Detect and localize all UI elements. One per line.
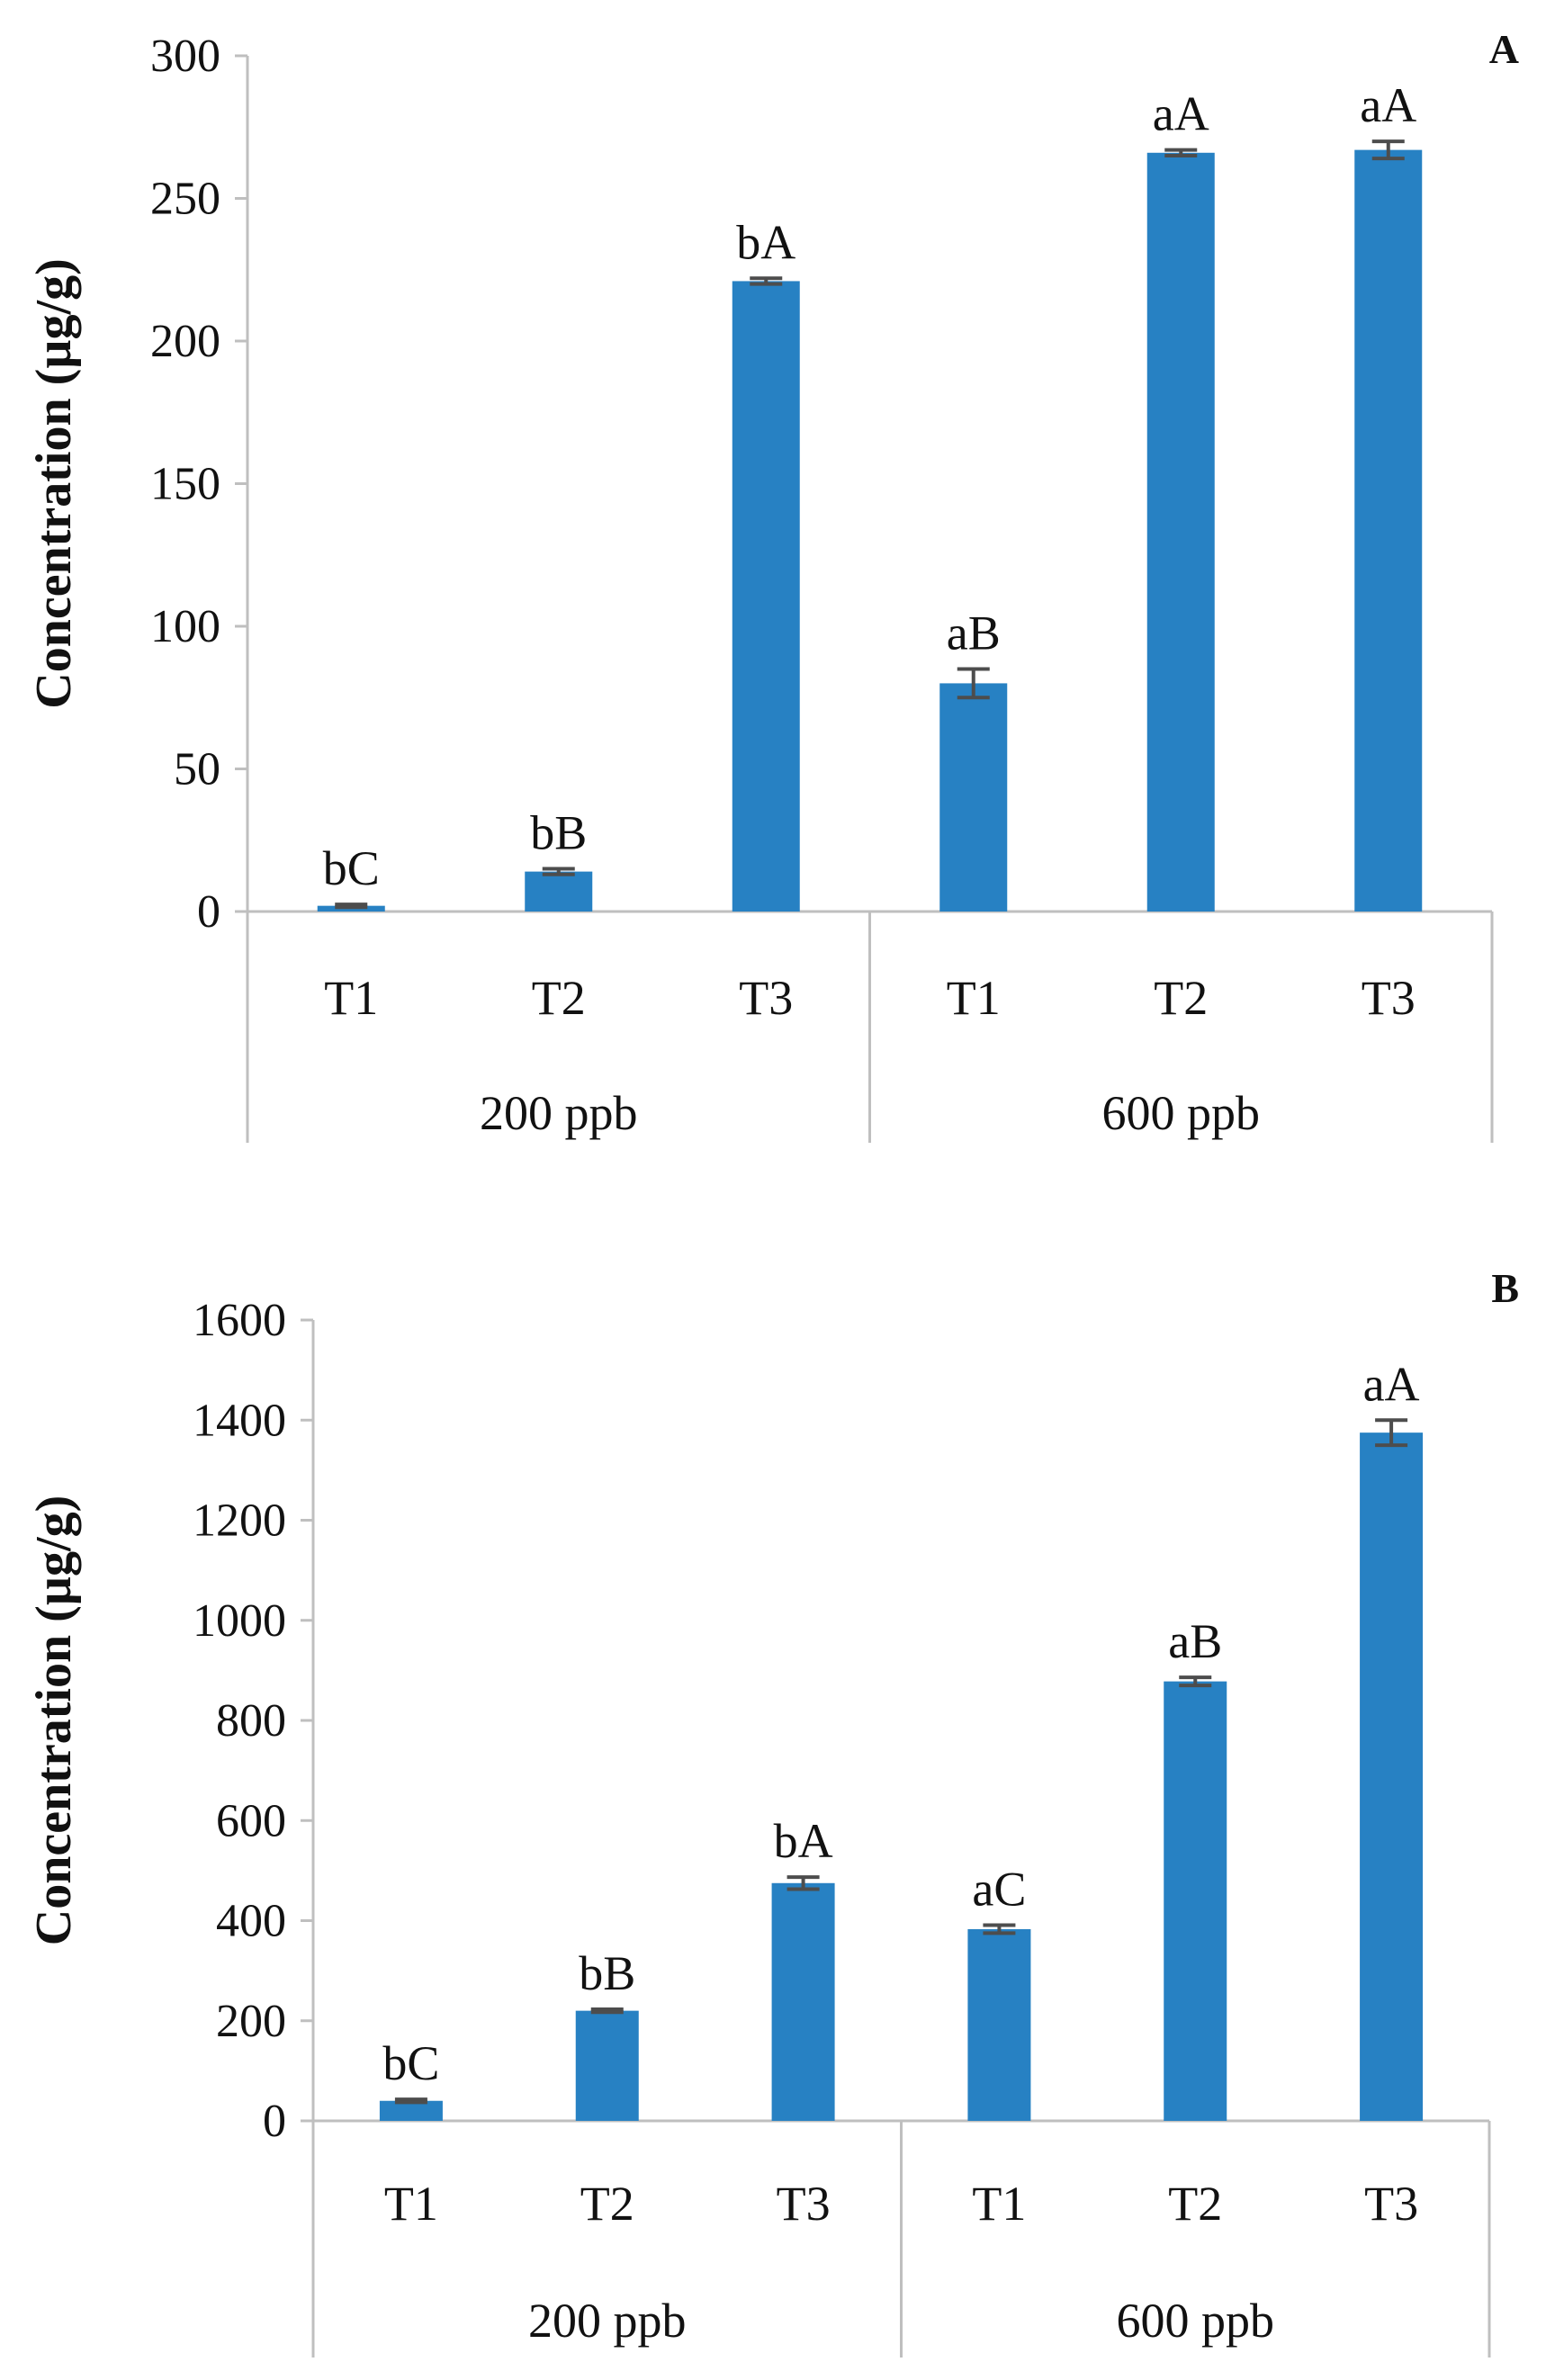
y-tick-label: 150 xyxy=(150,459,220,510)
bar xyxy=(771,1882,835,2121)
bar xyxy=(732,281,800,912)
bar xyxy=(379,2100,443,2121)
x-tick-label: T3 xyxy=(739,971,793,1025)
y-tick-label: 200 xyxy=(216,1996,286,2047)
significance-label: aC xyxy=(972,1863,1026,1917)
x-tick-label: T2 xyxy=(1168,2177,1222,2231)
significance-label: bB xyxy=(530,805,587,859)
y-tick-label: 300 xyxy=(150,31,220,82)
y-axis-title: Concentration (µg/g) xyxy=(26,1495,82,1945)
y-tick-label: 600 xyxy=(216,1795,286,1846)
y-tick-label: 1000 xyxy=(193,1595,286,1647)
x-tick-label: T2 xyxy=(580,2177,634,2231)
y-tick-label: 100 xyxy=(150,601,220,652)
significance-label: bA xyxy=(736,215,795,269)
group-label: 200 ppb xyxy=(528,2294,687,2348)
x-tick-label: T2 xyxy=(532,971,586,1025)
group-label: 600 ppb xyxy=(1117,2294,1275,2348)
x-tick-label: T1 xyxy=(324,971,378,1025)
panel-letter: A xyxy=(1489,26,1519,72)
y-tick-label: 1600 xyxy=(193,1295,286,1346)
x-tick-label: T3 xyxy=(1362,971,1416,1025)
bar xyxy=(1164,1681,1227,2121)
bar xyxy=(939,683,1008,912)
y-tick-label: 50 xyxy=(174,744,220,795)
bar xyxy=(525,871,593,912)
group-label: 200 ppb xyxy=(480,1086,638,1140)
significance-label: bC xyxy=(382,2036,439,2090)
significance-label: aB xyxy=(1168,1614,1222,1668)
y-tick-label: 0 xyxy=(197,886,220,938)
y-tick-label: 250 xyxy=(150,174,220,225)
significance-label: aB xyxy=(947,606,1001,660)
x-tick-label: T3 xyxy=(777,2177,831,2231)
x-tick-label: T1 xyxy=(947,971,1001,1025)
y-tick-label: 800 xyxy=(216,1695,286,1747)
group-label: 600 ppb xyxy=(1102,1086,1261,1140)
x-tick-label: T1 xyxy=(972,2177,1026,2231)
y-tick-label: 0 xyxy=(263,2096,286,2147)
chart-panel-b: 0 200 400 600 800 1000 1200 1400 1600 bC T1 bB T2 bA T… xyxy=(26,1265,1519,2358)
bar xyxy=(575,2010,639,2121)
bar xyxy=(1146,152,1215,912)
x-tick-label: T1 xyxy=(384,2177,438,2231)
y-axis-title: Concentration (µg/g) xyxy=(26,258,82,708)
significance-label: aA xyxy=(1363,1357,1420,1411)
significance-label: aA xyxy=(1360,78,1416,132)
bar xyxy=(1360,1432,1424,2121)
significance-label: bB xyxy=(579,1946,635,2000)
x-tick-label: T3 xyxy=(1364,2177,1418,2231)
bar xyxy=(1354,149,1423,912)
chart-panel-a: 0 50 100 150 200 250 300 bC T1 bB T2 bA T3 aB T1 aA T2 aA… xyxy=(26,26,1519,1143)
y-tick-label: 400 xyxy=(216,1896,286,1947)
y-tick-label: 1200 xyxy=(193,1495,286,1547)
y-tick-label: 1400 xyxy=(193,1395,286,1446)
significance-label: aA xyxy=(1153,87,1209,141)
panel-letter: B xyxy=(1491,1265,1519,1311)
bar xyxy=(967,1928,1031,2121)
significance-label: bA xyxy=(774,1814,833,1868)
y-tick-label: 200 xyxy=(150,316,220,367)
x-tick-label: T2 xyxy=(1154,971,1208,1025)
significance-label: bC xyxy=(323,841,380,895)
